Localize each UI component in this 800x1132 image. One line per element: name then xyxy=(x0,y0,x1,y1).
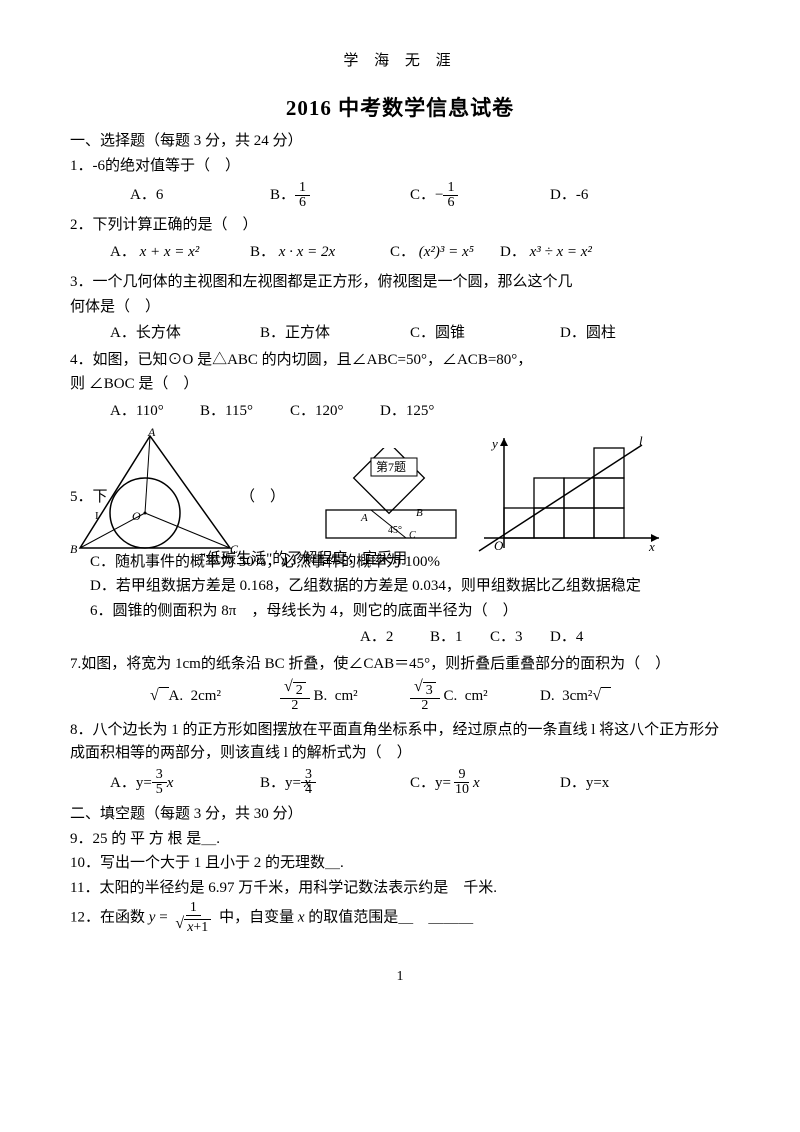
q2-b: B． x · x = 2x xyxy=(250,241,390,264)
q1-a: A．6 xyxy=(130,181,270,210)
q4-stem-1: 4．如图，已知⊙O 是△ABC 的内切圆，且∠ABC=50°，∠ACB=80°， xyxy=(70,349,730,372)
svg-text:O: O xyxy=(132,509,141,523)
q3-a: A．长方体 xyxy=(110,322,260,345)
q8-stem: 8．八个边长为 1 的正方形如图摆放在平面直角坐标系中，经过原点的一条直线 l … xyxy=(70,719,730,764)
q2-a: A． x + x = x² xyxy=(110,241,250,264)
q4-stem-2: 则 ∠BOC 是（ ） xyxy=(70,373,730,396)
q10: 10．写出一个大于 1 且小于 2 的无理数＿. xyxy=(70,852,730,875)
q2-d: D． x³ ÷ x = x² xyxy=(500,241,610,264)
svg-text:O: O xyxy=(494,538,504,553)
q7-a: A. 2cm² xyxy=(150,679,280,713)
q6-options: A．2 B．1 C．3 D．4 xyxy=(360,626,730,649)
q2-c: C． (x²)³ = x⁵ xyxy=(390,241,500,264)
q6-c: C．3 xyxy=(490,626,550,649)
q3-options: A．长方体 B．正方体 C．圆锥 D．圆柱 xyxy=(110,322,730,345)
q1-c: C．−16 xyxy=(410,181,550,210)
q1-b: B．16 xyxy=(270,181,410,210)
figure-q7: A B 45° C 第7题 xyxy=(316,448,466,558)
q9: 9．25 的 平 方 根 是＿. xyxy=(70,828,730,851)
q3-stem-1: 3．一个几何体的主视图和左视图都是正方形，俯视图是一个圆，那么这个几 xyxy=(70,271,730,294)
figure-q8: O y x l xyxy=(474,433,664,558)
svg-text:x: x xyxy=(648,539,655,554)
q8-a: A．y=35x xyxy=(110,768,260,797)
q6-stem: 6．圆锥的侧面积为 8π ，母线长为 4，则它的底面半径为（ ） xyxy=(90,600,730,623)
q8-b: B．y=34x xyxy=(260,768,410,797)
q6-d: D．4 xyxy=(550,626,610,649)
section-2-head: 二、填空题（每题 3 分，共 30 分） xyxy=(70,803,730,826)
q1-options: A．6 B．16 C．−16 D．-6 xyxy=(130,181,730,210)
q7-stem: 7.如图，将宽为 1cm的纸条沿 BC 折叠，使∠CAB＝45°，则折叠后重叠部… xyxy=(70,653,730,676)
svg-text:C: C xyxy=(409,530,416,541)
svg-text:第7题: 第7题 xyxy=(376,460,406,474)
q1-d: D．-6 xyxy=(550,181,690,210)
q6-b: B．1 xyxy=(430,626,490,649)
svg-text:y: y xyxy=(490,436,498,451)
q7-d: D. 3cm² xyxy=(540,679,640,713)
q3-d: D．圆柱 xyxy=(560,322,710,345)
top-banner: 学 海 无 涯 xyxy=(70,50,730,73)
q11: 11．太阳的半径约是 6.97 万千米，用科学记数法表示约是 千米. xyxy=(70,877,730,900)
svg-text:A: A xyxy=(360,512,368,524)
q2-options: A． x + x = x² B． x · x = 2x C． (x²)³ = x… xyxy=(110,241,730,264)
svg-text:l: l xyxy=(639,433,643,448)
q12: 12．在函数 y = 1x+1 中，自变量 x 的取值范围是＿ ＿＿＿ xyxy=(70,901,730,935)
q1-stem: 1．-6的绝对值等于（ ） xyxy=(70,155,730,178)
q8-options: A．y=35x B．y=34x C．y=910x D．y=x xyxy=(110,768,730,797)
q8-c: C．y=910x xyxy=(410,768,560,797)
q3-stem-2: 何体是（ ） xyxy=(70,296,730,319)
figure-row: A B C O A B 45° C 第7题 O y x l xyxy=(70,428,730,558)
q4-b: B．115° xyxy=(200,400,290,423)
q5-d: D．若甲组数据方差是 0.168，乙组数据的方差是 0.034，则甲组数据比乙组… xyxy=(90,575,730,598)
svg-text:B: B xyxy=(416,507,423,519)
q7-b: 22 B. cm² xyxy=(280,679,410,713)
q3-c: C．圆锥 xyxy=(410,322,560,345)
svg-text:45°: 45° xyxy=(388,525,402,536)
q4-c: C．120° xyxy=(290,400,380,423)
q3-b: B．正方体 xyxy=(260,322,410,345)
main-title: 2016 中考数学信息试卷 xyxy=(70,93,730,125)
q7-c: 32 C. cm² xyxy=(410,679,540,713)
section-1-head: 一、选择题（每题 3 分，共 24 分） xyxy=(70,130,730,153)
q6-a: A．2 xyxy=(360,626,430,649)
q2-stem: 2．下列计算正确的是（ ） xyxy=(70,214,730,237)
svg-text:B: B xyxy=(70,542,78,556)
q4-a: A．110° xyxy=(110,400,200,423)
q8-d: D．y=x xyxy=(560,768,660,797)
q4-options: A．110° B．115° C．120° D．125° xyxy=(110,400,730,423)
svg-text:A: A xyxy=(147,428,156,439)
q4-d: D．125° xyxy=(380,400,470,423)
page-number: 1 xyxy=(70,966,730,987)
q7-options: A. 2cm² 22 B. cm² 32 C. cm² D. 3cm² xyxy=(150,679,730,713)
